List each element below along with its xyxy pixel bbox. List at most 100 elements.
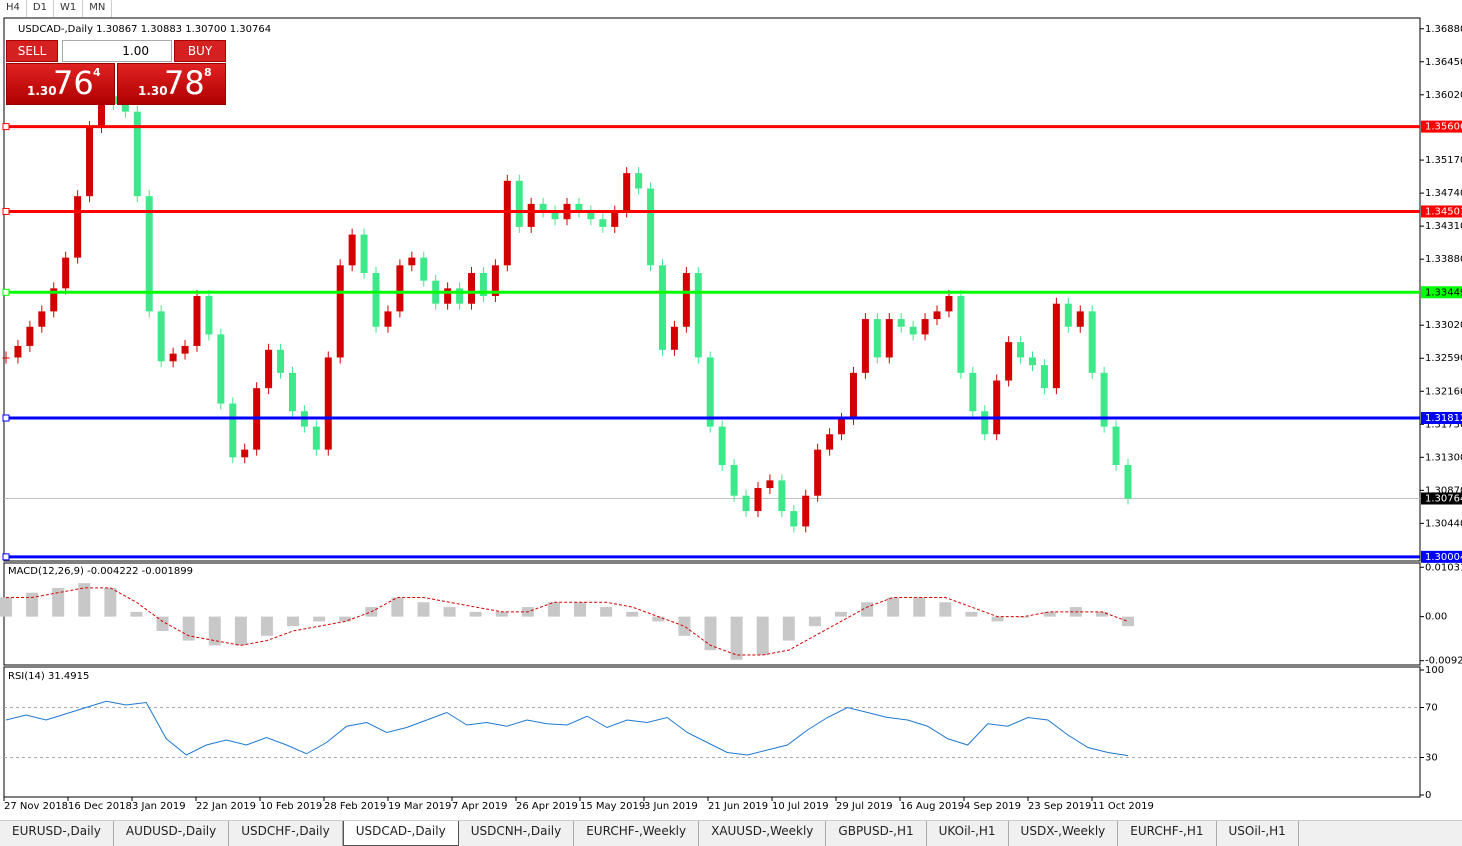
chart-tab[interactable]: XAUUSD-,Weekly: [699, 821, 827, 846]
candle: [611, 211, 619, 227]
candle: [945, 296, 953, 312]
level-handle: [2, 207, 10, 215]
candle: [635, 173, 643, 189]
chart-tab[interactable]: EURCHF-,H1: [1118, 821, 1217, 846]
level-label: 1.30004: [1425, 552, 1462, 563]
candle: [396, 265, 404, 312]
macd-bar: [678, 616, 691, 636]
price-big: 1.30: [27, 84, 57, 98]
timeframe-toolbar: H4 D1 W1 MN: [0, 0, 113, 17]
chart-tabs: EURUSD-,Daily AUDUSD-,Daily USDCHF-,Daily U…: [0, 820, 1462, 846]
chart-tab[interactable]: UKOil-,H1: [927, 821, 1009, 846]
buy-button[interactable]: BUY: [174, 40, 226, 62]
x-tick-label: 19 Mar 2019: [388, 801, 451, 812]
chart-tab[interactable]: AUDUSD-,Daily: [114, 821, 230, 846]
candle: [348, 234, 356, 266]
level-label: 1.31812: [1425, 413, 1462, 424]
candle: [1112, 426, 1120, 465]
candle: [312, 426, 320, 450]
macd-bar: [443, 607, 456, 617]
y-tick-label: 1.30870: [1425, 485, 1462, 496]
y-tick-label: 1.31300: [1425, 452, 1462, 463]
candle: [265, 349, 273, 389]
chart-tab[interactable]: USDCAD-,Daily: [342, 821, 459, 846]
sell-button[interactable]: SELL: [6, 40, 58, 62]
chart-tab[interactable]: USDCHF-,Daily: [229, 821, 343, 846]
candle: [599, 219, 607, 227]
x-tick-label: 22 Jan 2019: [196, 801, 256, 812]
lots-input[interactable]: 1.00: [62, 40, 172, 62]
buy-price[interactable]: 1.30 78 8: [117, 63, 226, 105]
candle: [921, 319, 929, 335]
candle: [826, 434, 834, 450]
chart-tab[interactable]: EURCHF-,Weekly: [574, 821, 700, 846]
x-tick-label: 16 Aug 2019: [900, 801, 964, 812]
x-tick-label: 28 Feb 2019: [324, 801, 386, 812]
candle: [444, 288, 452, 304]
price-big: 1.30: [138, 84, 168, 98]
macd-bar: [1043, 611, 1056, 617]
macd-bar: [339, 616, 352, 622]
macd-bar: [1095, 611, 1108, 617]
candle: [515, 180, 523, 227]
y-tick-label: 1.34740: [1425, 188, 1462, 199]
candle: [897, 319, 905, 327]
y-tick-label: 70: [1425, 703, 1438, 714]
level-handle: [2, 123, 10, 131]
price-frac: 4: [93, 66, 101, 79]
chart-tab[interactable]: EURUSD-,Daily: [0, 821, 114, 846]
candle: [2, 357, 10, 359]
candle: [384, 311, 392, 327]
chart-tab[interactable]: GBPUSD-,H1: [826, 821, 927, 846]
chart-tab[interactable]: USDCNH-,Daily: [459, 821, 575, 846]
x-tick-label: 21 Jun 2019: [708, 801, 768, 812]
candle: [157, 311, 165, 362]
rsi-header: RSI(14) 31.4915: [8, 671, 89, 682]
candle: [1029, 357, 1037, 366]
macd-bar: [182, 616, 195, 641]
candle: [981, 411, 989, 435]
macd-bar: [26, 592, 39, 617]
candle: [133, 111, 141, 197]
x-tick-label: 4 Sep 2019: [964, 801, 1021, 812]
x-tick-label: 29 Jul 2019: [836, 801, 893, 812]
macd-bar: [834, 611, 847, 617]
timeframe-button[interactable]: MN: [83, 0, 113, 17]
macd-bar: [391, 597, 404, 617]
sell-price[interactable]: 1.30 76 4: [6, 63, 115, 105]
chart-tab[interactable]: USOil-,H1: [1217, 821, 1299, 846]
x-tick-label: 7 Apr 2019: [452, 801, 507, 812]
timeframe-button[interactable]: H4: [0, 0, 27, 17]
x-tick-label: 15 May 2019: [580, 801, 645, 812]
macd-bar: [861, 602, 874, 617]
macd-bar: [495, 611, 508, 617]
rsi-pane: [3, 666, 1421, 798]
macd-bar: [782, 616, 795, 641]
candle: [241, 449, 249, 458]
candle: [1088, 311, 1096, 373]
candle: [1100, 372, 1108, 427]
timeframe-button[interactable]: D1: [27, 0, 54, 17]
x-tick-label: 11 Oct 2019: [1092, 801, 1154, 812]
main-pane: [3, 17, 1421, 562]
candle: [909, 326, 917, 335]
candle: [336, 265, 344, 358]
candle: [754, 488, 762, 512]
candle: [1005, 342, 1013, 381]
macd-bar: [704, 616, 717, 651]
candle: [849, 372, 857, 419]
candle: [694, 272, 702, 358]
y-tick-label: 1.34310: [1425, 221, 1462, 232]
timeframe-button[interactable]: W1: [54, 0, 84, 17]
y-tick-label: 30: [1425, 753, 1438, 764]
macd-bar: [234, 616, 247, 646]
level-tag: [1421, 550, 1462, 563]
macd-bar: [939, 602, 952, 617]
macd-bar: [547, 602, 560, 617]
candle: [1040, 365, 1048, 389]
candle: [682, 272, 690, 327]
candle: [360, 234, 368, 273]
candle: [718, 426, 726, 465]
chart-tab[interactable]: USDX-,Weekly: [1009, 821, 1119, 846]
candle: [778, 480, 786, 512]
